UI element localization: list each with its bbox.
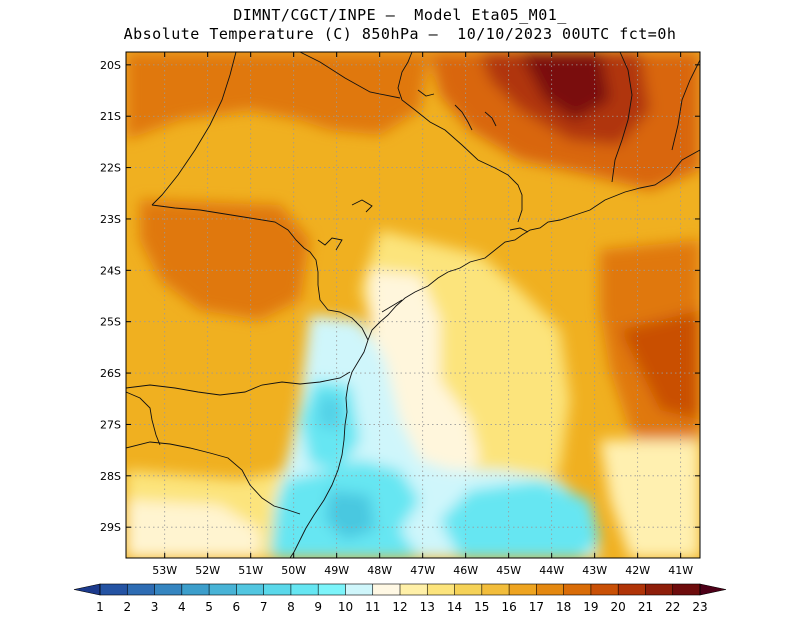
lat-label: 23S (100, 213, 121, 226)
colorbar-label: 10 (338, 600, 353, 614)
colorbar-right-arrow (699, 583, 727, 596)
colorbar-swatch (536, 584, 565, 595)
lat-label: 24S (100, 264, 121, 277)
lon-label: 42W (625, 564, 650, 577)
colorbar-label: 7 (260, 600, 268, 614)
colorbar-label: 12 (392, 600, 407, 614)
colorbar-label: 21 (638, 600, 653, 614)
colorbar-swatch (154, 584, 183, 595)
lake-furnas-2 (484, 111, 497, 127)
colorbar-label: 9 (314, 600, 322, 614)
colorbar-swatch (400, 584, 428, 595)
colorbar-label: 8 (287, 600, 295, 614)
colorbar-label: 23 (692, 600, 707, 614)
lat-label: 27S (100, 418, 121, 431)
lat-label: 20S (100, 59, 121, 72)
colorbar-swatch (672, 584, 701, 595)
lon-label: 51W (238, 564, 263, 577)
coastline (289, 149, 700, 558)
lon-label: 44W (539, 564, 564, 577)
colorbar-swatch (290, 584, 319, 595)
state-border-pr-sc (126, 371, 351, 396)
lat-label: 25S (100, 316, 121, 329)
axis-ticks (126, 52, 700, 558)
state-border-mg-sp (397, 52, 523, 223)
colorbar-label: 14 (447, 600, 462, 614)
longitude-labels: 53W 52W 51W 50W 49W 48W 47W 46W 45W 44W 43W 42W 41W (152, 564, 693, 577)
colorbar-label: 6 (233, 600, 241, 614)
colorbar-swatch (509, 584, 537, 595)
lake-sp-1 (351, 199, 373, 213)
lat-label: 28S (100, 470, 121, 483)
map-title-line-2: Absolute Temperature (C) 850hPa — 10/10/… (123, 25, 677, 43)
state-border-mg-es (611, 52, 633, 183)
lon-label: 43W (582, 564, 607, 577)
lake-furnas (454, 104, 473, 131)
colorbar-label: 15 (474, 600, 489, 614)
colorbar-left-arrow (73, 583, 101, 596)
colorbar-swatch (427, 584, 455, 595)
temperature-field (126, 52, 700, 558)
lat-label: 21S (100, 110, 121, 123)
lon-label: 49W (324, 564, 349, 577)
map-frame (125, 51, 701, 559)
lon-label: 45W (496, 564, 521, 577)
lon-label: 47W (410, 564, 435, 577)
colorbar-swatch (372, 584, 401, 595)
lake-mg (417, 89, 435, 97)
colorbar-label: 19 (583, 600, 598, 614)
colorbar-label: 5 (205, 600, 213, 614)
lon-label: 50W (281, 564, 306, 577)
graticule (126, 52, 700, 558)
map-title-line-1: DIMNT/CGCT/INPE — Model Eta05_M01_ (233, 6, 567, 24)
colorbar-swatch (454, 584, 483, 595)
state-border-ms (151, 52, 237, 206)
lon-label: 53W (152, 564, 177, 577)
lat-label: 29S (100, 521, 121, 534)
river-parana (299, 52, 401, 99)
lat-label: 26S (100, 367, 121, 380)
colorbar-label: 17 (529, 600, 544, 614)
state-border-es (671, 59, 700, 151)
border-argentina (126, 391, 161, 446)
colorbar-swatch (100, 584, 128, 595)
colorbar-swatch (563, 584, 592, 595)
colorbar-swatch (318, 584, 346, 595)
lat-label: 22S (100, 162, 121, 175)
colorbar-label: 20 (611, 600, 626, 614)
lon-label: 48W (367, 564, 392, 577)
colorbar-label: 1 (96, 600, 104, 614)
colorbar-swatch (618, 584, 646, 595)
state-border-pr-sp (151, 204, 369, 341)
colorbar-label: 3 (151, 600, 159, 614)
colorbar-swatch (345, 584, 374, 595)
colorbar-swatch (481, 584, 510, 595)
colorbar-swatch (127, 584, 155, 595)
state-border-sc-rs (126, 441, 301, 515)
colorbar-swatch (263, 584, 292, 595)
lon-label: 41W (668, 564, 693, 577)
colorbar-label: 16 (501, 600, 516, 614)
latitude-labels: 20S 21S 22S 23S 24S 25S 26S 27S 28S 29S (100, 59, 121, 534)
colorbar-swatch (645, 584, 674, 595)
colorbar-swatch (590, 584, 619, 595)
colorbar-label: 11 (365, 600, 380, 614)
colorbar-label: 13 (420, 600, 435, 614)
colorbar-label: 4 (178, 600, 186, 614)
boundary-lines (126, 52, 700, 558)
colorbar-swatch (209, 584, 237, 595)
lon-label: 52W (195, 564, 220, 577)
lon-label: 46W (453, 564, 478, 577)
lake-itaipu (317, 237, 343, 251)
colorbar-swatch (236, 584, 265, 595)
colorbar-swatch (181, 584, 210, 595)
colorbar-label: 2 (123, 600, 131, 614)
temperature-colorbar: 1 2 3 4 5 6 7 8 9 10 11 12 13 14 15 16 17 18 19 20 21 22 23 (73, 583, 727, 614)
paranagua-bay (381, 299, 403, 313)
colorbar-label: 22 (665, 600, 680, 614)
colorbar-label: 18 (556, 600, 571, 614)
island-bay (509, 227, 529, 233)
